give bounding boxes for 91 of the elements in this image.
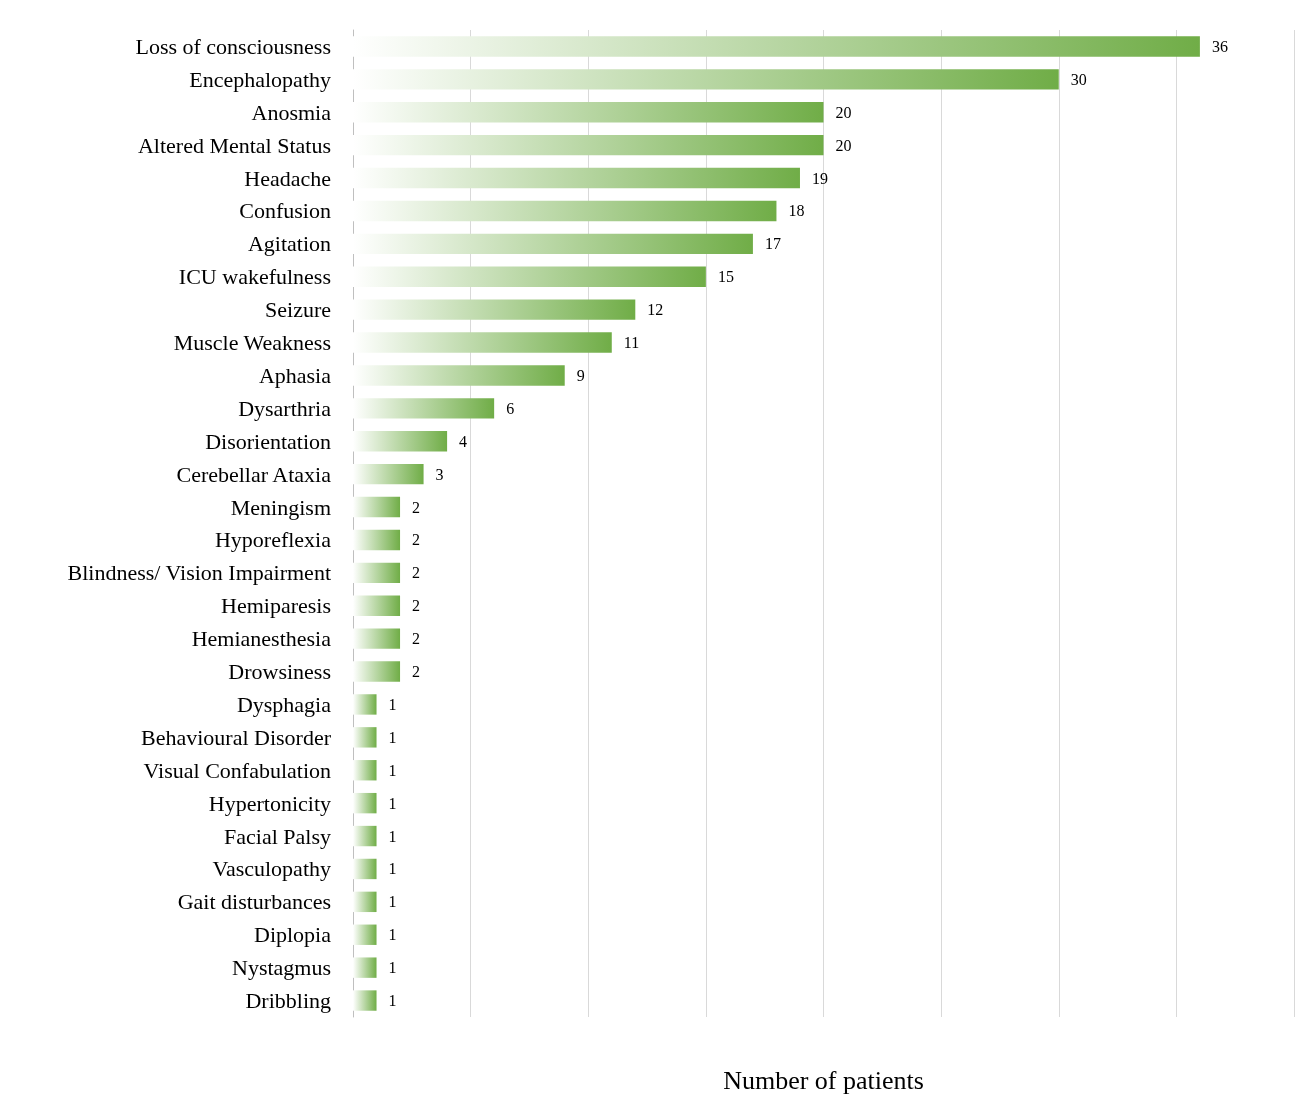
y-tick-label: Seizure [265, 297, 331, 323]
data-label: 1 [388, 695, 397, 713]
y-tick-label: Blindness/ Vision Impairment [67, 560, 331, 586]
y-tick-label: Headache [244, 165, 331, 191]
bar [353, 134, 824, 156]
data-label: 20 [835, 136, 852, 154]
data-label: 1 [388, 827, 397, 845]
y-tick-label: Hemiparesis [221, 593, 331, 619]
bar [353, 365, 565, 386]
data-label: 1 [388, 761, 397, 779]
bar [353, 529, 401, 551]
y-tick-label: Meningism [230, 494, 331, 520]
y-tick-label: Dysphagia [236, 691, 332, 717]
y-tick-label: Nystagmus [232, 955, 331, 981]
data-label: 9 [576, 366, 585, 384]
bar [353, 69, 1059, 90]
y-tick-label: Confusion [239, 198, 331, 224]
bar [353, 825, 377, 847]
bar [353, 431, 448, 452]
bar [353, 496, 401, 518]
bar [353, 299, 636, 320]
bar [353, 891, 377, 913]
bar [353, 628, 401, 649]
data-label: 19 [811, 169, 828, 187]
y-tick-label: Visual Confabulation [143, 757, 331, 783]
bar [353, 266, 706, 287]
y-tick-label: Altered Mental Status [137, 132, 331, 158]
y-tick-label: Encephalopathy [189, 66, 331, 92]
data-label: 15 [717, 268, 734, 286]
bar [353, 661, 401, 682]
bar [353, 398, 495, 419]
y-tick-label: Dribbling [245, 988, 331, 1014]
data-label: 1 [388, 926, 397, 944]
y-tick-label: Vasculopathy [212, 856, 331, 882]
data-label: 6 [506, 399, 515, 417]
data-label: 4 [459, 432, 468, 450]
y-tick-label: Behavioural Disorder [141, 724, 332, 750]
y-tick-label: Disorientation [205, 428, 331, 454]
bar [353, 595, 401, 616]
data-label: 2 [412, 630, 421, 648]
bar [353, 924, 377, 945]
data-label: 1 [388, 728, 397, 746]
bar [353, 167, 800, 189]
data-label: 20 [835, 103, 852, 121]
bar [353, 562, 401, 584]
bar [353, 792, 377, 814]
y-tick-label: Hypertonicity [208, 790, 331, 816]
bar [353, 200, 777, 222]
x-axis-title: Number of patients [723, 1065, 924, 1095]
y-tick-label: Muscle Weakness [173, 330, 331, 356]
y-tick-label: Loss of consciousness [135, 33, 331, 59]
y-tick-label: Drowsiness [228, 659, 331, 685]
data-label: 36 [1211, 37, 1228, 55]
data-label: 12 [647, 301, 664, 319]
y-tick-label: Diplopia [254, 922, 332, 948]
y-tick-label: Hemianesthesia [191, 626, 332, 652]
data-label: 2 [412, 564, 421, 582]
y-tick-label: Cerebellar Ataxia [176, 461, 332, 487]
y-tick-label: Facial Palsy [224, 823, 331, 849]
bar [353, 957, 377, 978]
data-label: 17 [764, 235, 781, 253]
data-label: 1 [388, 992, 397, 1010]
bar [353, 990, 377, 1011]
data-label: 18 [788, 202, 805, 220]
bar [353, 332, 612, 353]
y-tick-label: Hyporeflexia [214, 527, 332, 553]
y-tick-label: Anosmia [251, 99, 332, 125]
data-label: 3 [435, 465, 444, 483]
data-label: 30 [1070, 70, 1087, 88]
bar [353, 463, 424, 485]
bar [353, 760, 377, 781]
y-tick-label: Dysarthria [238, 395, 332, 421]
bar [353, 36, 1200, 57]
data-label: 1 [388, 959, 397, 977]
data-label: 2 [412, 597, 421, 615]
bar [353, 858, 377, 880]
y-tick-label: Agitation [247, 231, 331, 257]
y-tick-label: Aphasia [258, 362, 332, 388]
data-label: 1 [388, 860, 397, 878]
y-tick-label: ICU wakefulness [178, 264, 331, 290]
data-label: 2 [412, 531, 421, 549]
bar [353, 727, 377, 748]
bar [353, 694, 377, 715]
bar [353, 102, 824, 123]
data-label: 2 [412, 663, 421, 681]
y-tick-label: Gait disturbances [177, 889, 331, 915]
data-label: 1 [388, 893, 397, 911]
data-label: 11 [623, 334, 640, 352]
data-label: 2 [412, 498, 421, 516]
bar [353, 233, 753, 255]
data-label: 1 [388, 794, 397, 812]
